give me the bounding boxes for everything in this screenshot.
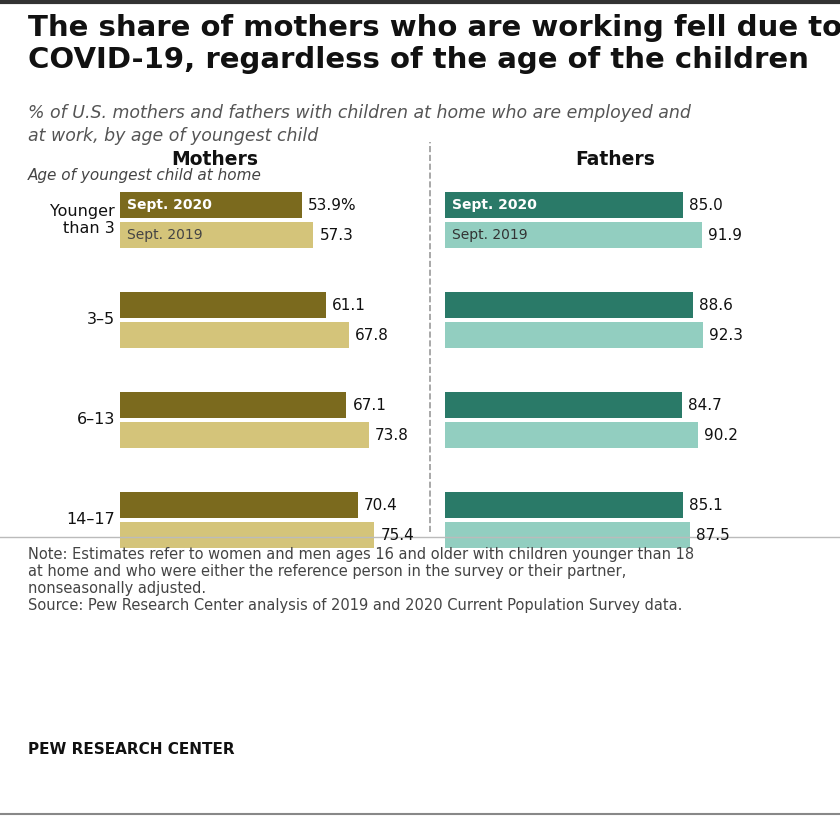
Text: Sept. 2020: Sept. 2020	[127, 198, 212, 212]
Text: 67.1: 67.1	[353, 398, 386, 413]
Text: Younger
than 3: Younger than 3	[50, 204, 115, 236]
Text: 91.9: 91.9	[708, 228, 743, 242]
Text: 88.6: 88.6	[699, 298, 733, 312]
Bar	[445, 522, 690, 548]
Bar	[120, 192, 302, 218]
Bar	[120, 422, 369, 448]
Bar	[445, 422, 697, 448]
Text: 67.8: 67.8	[354, 327, 389, 343]
Bar	[445, 322, 703, 348]
Text: Age of youngest child at home: Age of youngest child at home	[28, 168, 262, 183]
Bar	[120, 222, 313, 248]
Text: 87.5: 87.5	[696, 528, 730, 543]
Bar	[445, 492, 683, 518]
Text: Fathers: Fathers	[575, 150, 655, 169]
Text: 57.3: 57.3	[319, 228, 354, 242]
Bar	[445, 292, 693, 318]
Text: nonseasonally adjusted.: nonseasonally adjusted.	[28, 581, 206, 596]
Text: 84.7: 84.7	[688, 398, 722, 413]
Bar	[445, 192, 683, 218]
Text: 53.9%: 53.9%	[308, 197, 356, 213]
Text: 70.4: 70.4	[364, 497, 397, 512]
Text: Sept. 2020: Sept. 2020	[452, 198, 537, 212]
Bar	[120, 322, 349, 348]
Text: 61.1: 61.1	[332, 298, 366, 312]
Text: 75.4: 75.4	[381, 528, 414, 543]
Text: PEW RESEARCH CENTER: PEW RESEARCH CENTER	[28, 742, 234, 757]
Bar	[120, 522, 375, 548]
Text: % of U.S. mothers and fathers with children at home who are employed and
at work: % of U.S. mothers and fathers with child…	[28, 104, 690, 145]
Text: 90.2: 90.2	[704, 427, 738, 442]
Text: at home and who were either the reference person in the survey or their partner,: at home and who were either the referenc…	[28, 564, 627, 579]
Text: 3–5: 3–5	[87, 312, 115, 327]
Text: Sept. 2019: Sept. 2019	[127, 228, 202, 242]
Bar	[120, 392, 346, 418]
Text: 85.0: 85.0	[689, 197, 722, 213]
Bar	[120, 492, 358, 518]
Bar	[445, 222, 702, 248]
Text: 14–17: 14–17	[66, 512, 115, 528]
Text: Mothers: Mothers	[171, 150, 259, 169]
Text: 6–13: 6–13	[76, 413, 115, 427]
Text: The share of mothers who are working fell due to
COVID-19, regardless of the age: The share of mothers who are working fel…	[28, 14, 840, 75]
Text: 85.1: 85.1	[690, 497, 723, 512]
Bar	[120, 292, 326, 318]
Text: 92.3: 92.3	[710, 327, 743, 343]
Text: Note: Estimates refer to women and men ages 16 and older with children younger t: Note: Estimates refer to women and men a…	[28, 547, 694, 562]
Text: Source: Pew Research Center analysis of 2019 and 2020 Current Population Survey : Source: Pew Research Center analysis of …	[28, 598, 682, 613]
Text: Sept. 2019: Sept. 2019	[452, 228, 528, 242]
Text: 73.8: 73.8	[375, 427, 409, 442]
Bar	[445, 392, 682, 418]
